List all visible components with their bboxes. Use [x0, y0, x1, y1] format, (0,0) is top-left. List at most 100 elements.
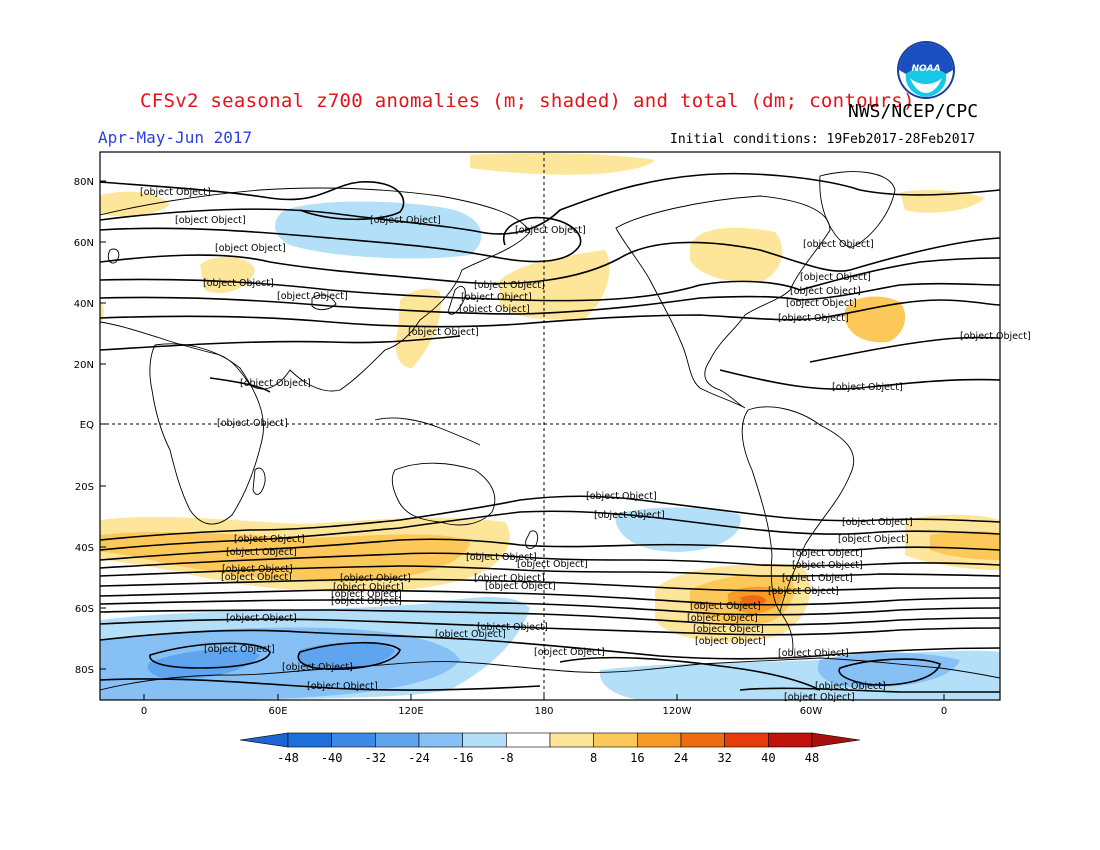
contour-label: [object Object]	[307, 681, 378, 692]
contour-label: [object Object]	[140, 187, 211, 198]
colorbar-swatch	[724, 732, 769, 748]
coast-japan	[447, 286, 466, 315]
contour-label: [object Object]	[534, 647, 605, 658]
colorbar-high-arrow	[811, 732, 861, 748]
lat-label: 80N	[74, 177, 94, 188]
anomaly-pos-pac	[500, 250, 610, 320]
contour-label: [object Object]	[515, 225, 586, 236]
contour-label: [object Object]	[782, 573, 853, 584]
svg-text:NOAA: NOAA	[911, 64, 940, 74]
noaa-logo-icon: NOAA	[897, 41, 955, 99]
contour-label: [object Object]	[331, 589, 402, 600]
colorbar-swatch	[549, 732, 594, 748]
anomaly-pos-arctic3	[900, 190, 985, 213]
contour-label: [object Object]	[784, 692, 855, 703]
lat-label: 60N	[74, 238, 94, 249]
colorbar-tick-label: 32	[717, 751, 731, 765]
contour-label: [object Object]	[340, 573, 411, 584]
contour-label: [object Object]	[474, 280, 545, 291]
contour-label: [object Object]	[435, 629, 506, 640]
contour-label: [object Object]	[485, 581, 556, 592]
contour-label: [object Object]	[461, 292, 532, 303]
lat-label: 80S	[75, 665, 94, 676]
map-frame	[99, 151, 1001, 701]
contour-label: [object Object]	[586, 491, 657, 502]
colorbar-swatch	[375, 732, 420, 748]
contour-label: [object Object]	[815, 681, 886, 692]
contour-label: [object Object]	[768, 586, 839, 597]
contour-label: [object Object]	[203, 278, 274, 289]
lon-label: 60W	[800, 706, 823, 717]
colorbar-swatch	[680, 732, 725, 748]
contour-label: [object Object]	[474, 573, 545, 584]
contour-label: [object Object]	[477, 622, 548, 633]
contour-label: [object Object]	[226, 613, 297, 624]
coast-indonesia	[374, 417, 481, 446]
colorbar-swatch	[287, 732, 332, 748]
contour-label: [object Object]	[790, 286, 861, 297]
contour-label: [object Object]	[803, 239, 874, 250]
coast-greenland	[819, 171, 896, 249]
colorbar-tick-label: 40	[761, 751, 775, 765]
colorbar-tick-label: -40	[321, 751, 343, 765]
contour-label: [object Object]	[331, 596, 402, 607]
height-contours	[100, 172, 1000, 693]
colorbar-tick-label: 8	[590, 751, 597, 765]
lat-label: 40S	[75, 543, 94, 554]
colorbar-swatch	[331, 732, 376, 748]
lon-label: 0	[141, 706, 147, 717]
contour-label: [object Object]	[594, 510, 665, 521]
lon-label: 120E	[398, 706, 423, 717]
colorbar-swatch	[593, 732, 638, 748]
anomaly-pos-arctic1	[100, 191, 170, 217]
contour-label: [object Object]	[690, 601, 761, 612]
colorbar-tick-label: 16	[630, 751, 644, 765]
colorbar-tick-label: -32	[364, 751, 386, 765]
coast-north-america	[615, 195, 831, 409]
lat-label: 40N	[74, 299, 94, 310]
lon-label: 180	[534, 706, 553, 717]
colorbar-swatch	[506, 732, 551, 748]
colorbar-tick-label: -16	[452, 751, 474, 765]
contour-label: [object Object]	[215, 243, 286, 254]
map-title: CFSv2 seasonal z700 anomalies (m; shaded…	[140, 90, 915, 112]
contour-label: [object Object]	[333, 582, 404, 593]
contour-label: [object Object]	[786, 298, 857, 309]
contour-label: [object Object]	[695, 636, 766, 647]
colorbar-swatch	[768, 732, 813, 748]
contour-label: [object Object]	[226, 547, 297, 558]
contour-label: [object Object]	[832, 382, 903, 393]
lat-label: 60S	[75, 604, 94, 615]
axis-ticks	[100, 180, 945, 700]
contour-label: [object Object]	[408, 327, 479, 338]
lat-label: 20N	[74, 360, 94, 371]
coast-uk	[107, 248, 120, 264]
lon-label: 120W	[663, 706, 692, 717]
forecast-period: Apr-May-Jun 2017	[98, 128, 253, 147]
anomaly-pos-europe	[200, 256, 255, 294]
contour-label: [object Object]	[778, 313, 849, 324]
anomaly-pos-japan	[395, 288, 441, 368]
anomaly-pos-sh3b	[930, 531, 1000, 560]
contour-labels: [object Object] [object Object] [object …	[140, 187, 1031, 703]
anomaly-pos-sh2d	[740, 595, 766, 607]
contour-label: [object Object]	[370, 215, 441, 226]
anomaly-neg-so3	[147, 649, 260, 680]
contour-label: [object Object]	[204, 644, 275, 655]
coast-africa	[149, 343, 264, 525]
anomaly-neg-north	[275, 201, 482, 259]
contour-label: [object Object]	[517, 559, 588, 570]
colorbar: -48 -40 -32 -24 -16 -8 8 16 24 32 40 48	[239, 732, 861, 765]
contour-label: [object Object]	[222, 564, 293, 575]
contour-label: [object Object]	[960, 331, 1031, 342]
anomaly-pos-na	[690, 227, 783, 283]
anomaly-pos-atl	[844, 296, 906, 343]
contour-label: [object Object]	[234, 534, 305, 545]
colorbar-tick-label: 48	[805, 751, 819, 765]
contour-label: [object Object]	[459, 304, 530, 315]
colorbar-tick-label: -8	[499, 751, 513, 765]
contour-label: [object Object]	[693, 624, 764, 635]
colorbar-swatch	[637, 732, 682, 748]
colorbar-tick-label: -48	[277, 751, 299, 765]
